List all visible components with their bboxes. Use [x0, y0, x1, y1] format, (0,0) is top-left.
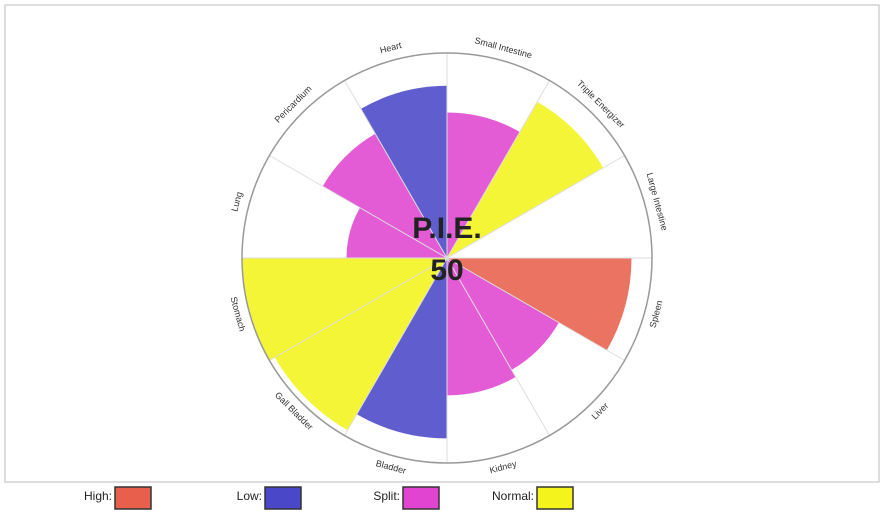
- spoke: [344, 80, 448, 259]
- spoke: [269, 257, 448, 361]
- spoke: [446, 257, 550, 436]
- spoke: [446, 155, 625, 259]
- sector: [346, 207, 447, 258]
- sector: [447, 112, 520, 258]
- spoke: [446, 80, 550, 259]
- sector: [447, 258, 632, 351]
- sector: [274, 258, 447, 431]
- legend-label: High:: [84, 489, 112, 503]
- legend-swatch: [264, 486, 302, 510]
- legend-label: Split:: [373, 489, 400, 503]
- sector: [360, 85, 447, 258]
- center-value: 50: [430, 254, 463, 287]
- spoke: [269, 155, 448, 259]
- legend-swatch: [536, 486, 574, 510]
- center-label: P.I.E.: [412, 212, 482, 245]
- legend-label: Normal:: [492, 489, 534, 503]
- legend-label: Low:: [237, 489, 262, 503]
- legend: High: Low: Split: Normal:: [84, 486, 574, 510]
- sector: [447, 258, 559, 370]
- sector: [447, 258, 516, 396]
- sector: [356, 258, 447, 439]
- legend-swatch: [402, 486, 440, 510]
- category-label: Lung: [229, 191, 244, 213]
- sector: [322, 133, 447, 258]
- legend-swatch: [114, 486, 152, 510]
- sector: [447, 101, 604, 259]
- spoke: [344, 257, 448, 436]
- outer-ring: [241, 52, 653, 464]
- spoke: [446, 257, 625, 361]
- sector: [242, 258, 447, 361]
